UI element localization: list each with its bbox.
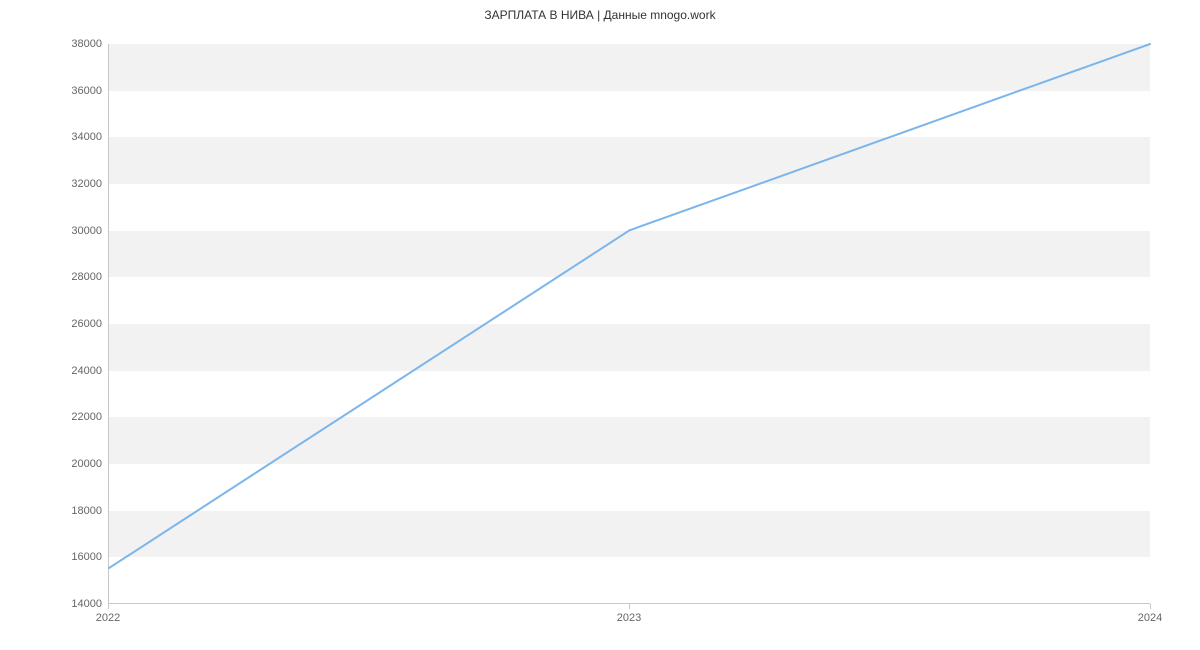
y-tick-label: 18000 xyxy=(42,505,102,517)
series-line xyxy=(109,44,1150,568)
y-tick-label: 32000 xyxy=(42,178,102,190)
plot-area xyxy=(108,44,1150,604)
y-tick-label: 34000 xyxy=(42,131,102,143)
y-tick-label: 16000 xyxy=(42,551,102,563)
line-layer xyxy=(109,44,1150,603)
x-tick-label: 2023 xyxy=(617,612,641,624)
y-tick-label: 36000 xyxy=(42,85,102,97)
y-tick-label: 20000 xyxy=(42,458,102,470)
chart-title: ЗАРПЛАТА В НИВА | Данные mnogo.work xyxy=(0,8,1200,22)
y-tick-label: 38000 xyxy=(42,38,102,50)
x-tick-label: 2024 xyxy=(1138,612,1162,624)
y-tick-label: 14000 xyxy=(42,598,102,610)
y-tick-label: 24000 xyxy=(42,365,102,377)
x-tick-label: 2022 xyxy=(96,612,120,624)
y-tick-label: 22000 xyxy=(42,411,102,423)
x-tick xyxy=(629,604,630,609)
y-tick-label: 30000 xyxy=(42,225,102,237)
x-tick xyxy=(108,604,109,609)
x-tick xyxy=(1150,604,1151,609)
y-tick-label: 26000 xyxy=(42,318,102,330)
y-tick-label: 28000 xyxy=(42,271,102,283)
